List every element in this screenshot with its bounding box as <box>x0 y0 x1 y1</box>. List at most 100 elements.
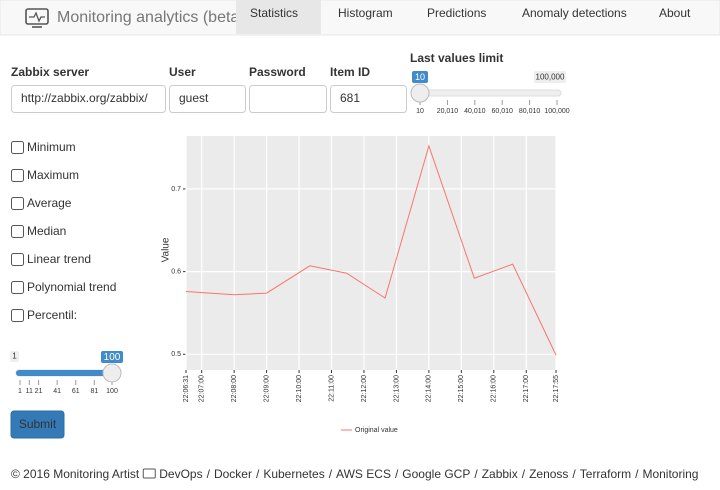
placeholder: 681 <box>340 91 360 105</box>
text-input[interactable] <box>330 85 407 113</box>
slider-tick-label: 60,010 <box>491 108 513 115</box>
y-tick-label: 0.6 <box>171 268 181 275</box>
slider-tick-label: 100,000 <box>544 108 569 115</box>
field-label: Item ID <box>330 65 370 79</box>
slider-track <box>415 89 562 97</box>
min-badge <box>10 351 19 362</box>
checkbox-label: Polynomial trend <box>27 280 116 294</box>
slider-bar <box>16 370 112 376</box>
checkbox[interactable] <box>11 169 24 182</box>
slider-max: 100,000 <box>536 73 565 82</box>
slider-tick-label: 10 <box>416 108 424 115</box>
text-input[interactable] <box>169 85 246 113</box>
x-tick-label: 22:13:00 <box>393 375 400 402</box>
checkbox-label: Average <box>27 196 72 210</box>
checkbox[interactable] <box>11 141 24 154</box>
slider-tick-label: 100 <box>106 388 118 395</box>
active-tab <box>236 0 321 34</box>
separator: / <box>329 467 333 481</box>
checkbox[interactable] <box>11 225 24 238</box>
text-input[interactable] <box>11 85 166 113</box>
footer-link[interactable]: Docker <box>214 467 252 481</box>
copyright: © 2016 Monitoring Artist <box>11 467 140 481</box>
checkbox-label: Maximum <box>27 168 79 182</box>
x-tick-label: 22:17:55 <box>553 375 560 402</box>
separator: / <box>572 467 576 481</box>
footer-link[interactable]: Google GCP <box>402 467 470 481</box>
data-line <box>185 144 557 356</box>
checkbox-label: Median <box>27 224 66 238</box>
slider-handle[interactable] <box>410 83 430 103</box>
checkbox-label: Linear trend <box>27 252 91 266</box>
field-label: Password <box>249 65 306 79</box>
nav-tab[interactable]: Statistics <box>250 6 298 20</box>
slider-tick-label: 1 <box>18 388 22 395</box>
separator: / <box>256 467 260 481</box>
slider-handle[interactable] <box>102 363 122 383</box>
x-tick-label: 22:12:00 <box>361 375 368 402</box>
slider-tick-label: 21 <box>35 388 43 395</box>
slider-value: 100 <box>104 352 121 363</box>
y-axis-label: Value <box>161 237 172 262</box>
slider-tick-label: 61 <box>72 388 80 395</box>
checkbox[interactable] <box>11 197 24 210</box>
slider-value: 10 <box>415 72 425 82</box>
submit-button[interactable] <box>10 410 65 439</box>
x-tick-label: 22:15:00 <box>458 375 465 402</box>
x-tick-label: 22:09:00 <box>263 375 270 402</box>
footer-link[interactable]: Terraform <box>580 467 631 481</box>
plot-background <box>186 136 556 370</box>
navbar <box>0 0 720 36</box>
footer-link[interactable]: Zenoss <box>529 467 568 481</box>
slider-tick-label: 20,010 <box>437 108 459 115</box>
separator: / <box>474 467 478 481</box>
separator: / <box>207 467 211 481</box>
nav-tab[interactable]: Predictions <box>427 6 486 20</box>
footer-icon <box>142 468 156 479</box>
brand-icon <box>25 8 49 25</box>
nav-tab[interactable]: About <box>659 6 691 20</box>
x-tick-label: 22:17:00 <box>523 375 530 402</box>
x-tick-label: 22:06:31 <box>183 375 190 402</box>
x-tick-label: 22:14:00 <box>426 375 433 402</box>
slider-min: 1 <box>12 352 17 361</box>
separator: / <box>635 467 639 481</box>
submit-label: Submit <box>19 417 57 431</box>
slider-tick-label: 40,010 <box>464 108 486 115</box>
checkbox-label: Minimum <box>27 140 76 154</box>
slider-tick-label: 81 <box>90 388 98 395</box>
y-tick-label: 0.7 <box>171 186 181 193</box>
checkbox-label: Percentil: <box>27 308 77 322</box>
footer-link[interactable]: Zabbix <box>482 467 518 481</box>
nav-tab[interactable]: Histogram <box>338 6 393 20</box>
value-badge <box>101 351 123 363</box>
placeholder: http://zabbix.org/zabbix/ <box>21 91 148 105</box>
footer-link[interactable]: Kubernetes <box>263 467 324 481</box>
brand[interactable]: Monitoring analytics (beta) <box>57 9 245 26</box>
x-tick-label: 22:07:00 <box>199 375 206 402</box>
footer-link[interactable]: DevOps <box>159 467 202 481</box>
field-label: Zabbix server <box>11 65 89 79</box>
separator: / <box>522 467 526 481</box>
checkbox[interactable] <box>11 281 24 294</box>
x-tick-label: 22:16:00 <box>491 375 498 402</box>
legend-label: Original value <box>355 427 398 434</box>
separator: / <box>395 467 399 481</box>
field-label: User <box>169 65 196 79</box>
value-badge <box>412 71 428 83</box>
footer-link[interactable]: AWS ECS <box>336 467 391 481</box>
brand-icon <box>29 11 45 23</box>
placeholder: guest <box>179 91 209 105</box>
slider-tick-label: 41 <box>53 388 61 395</box>
checkbox[interactable] <box>11 253 24 266</box>
x-tick-label: 22:10:00 <box>296 375 303 402</box>
x-tick-label: 22:08:00 <box>231 375 238 402</box>
slider-tick-label: 80,010 <box>519 108 541 115</box>
nav-tab[interactable]: Anomaly detections <box>522 6 627 20</box>
checkbox[interactable] <box>11 309 24 322</box>
text-input[interactable] <box>249 85 327 113</box>
y-tick-label: 0.5 <box>171 351 181 358</box>
slider-label: Last values limit <box>410 51 503 65</box>
footer-link[interactable]: Monitoring <box>642 467 698 481</box>
